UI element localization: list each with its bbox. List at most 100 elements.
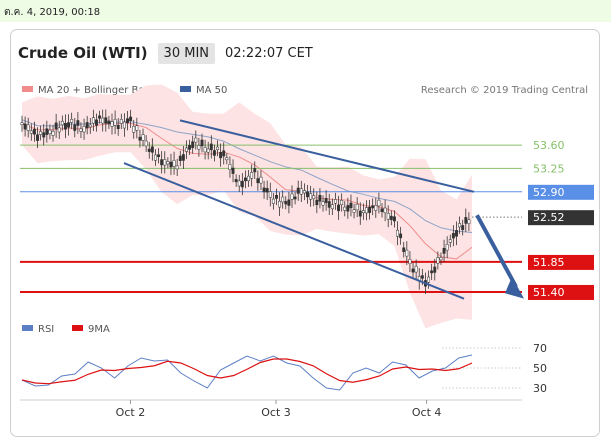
- rsi-legend-label: RSI: [38, 324, 54, 335]
- candle-body: [163, 159, 167, 166]
- candle-body: [337, 204, 341, 212]
- candle-body: [126, 118, 129, 123]
- candle-body: [188, 144, 192, 150]
- candle-body: [275, 194, 278, 199]
- candle-body: [194, 137, 198, 143]
- candle-body: [458, 223, 462, 228]
- candle-body: [377, 199, 381, 207]
- candle-body: [73, 124, 77, 131]
- candle-body: [36, 134, 39, 141]
- candle-body: [386, 213, 390, 220]
- candle-body: [219, 152, 223, 159]
- candle-body: [42, 132, 46, 138]
- candle-body: [259, 176, 263, 184]
- candle-body: [343, 206, 347, 211]
- candle-body: [160, 159, 164, 166]
- candle-body: [129, 116, 133, 121]
- candle-body: [408, 259, 412, 265]
- candle-body: [138, 136, 142, 141]
- date-text: ต.ค. 4, 2019, 00:18: [4, 7, 101, 18]
- research-credit: Research © 2019 Trading Central: [421, 85, 588, 96]
- forecast-arrow-head: [505, 276, 524, 299]
- candle-body: [175, 165, 179, 170]
- candle-body: [430, 270, 434, 274]
- candle-body: [439, 257, 443, 261]
- candle-body: [380, 208, 384, 213]
- x-tick-label: Oct 4: [412, 406, 442, 419]
- candle-body: [368, 206, 372, 213]
- candle-body: [306, 191, 309, 198]
- candle-body: [141, 134, 145, 141]
- candle-body: [222, 150, 226, 157]
- candle-body: [371, 205, 375, 209]
- candle-body: [324, 198, 328, 203]
- candle-body: [169, 161, 173, 168]
- timeframe-button[interactable]: 30 MIN: [157, 42, 215, 64]
- candle-body: [32, 128, 36, 135]
- forecast-arrow-shaft: [475, 214, 518, 288]
- rsi-legend-swatch: [72, 325, 83, 331]
- candle-body: [464, 217, 468, 224]
- date-bar: ต.ค. 4, 2019, 00:18: [0, 0, 611, 22]
- rsi-tick-label: 50: [533, 362, 547, 375]
- candle-body: [374, 205, 378, 211]
- legend-swatch: [180, 86, 191, 92]
- candle-body: [122, 121, 126, 129]
- candle-body: [396, 229, 399, 237]
- candle-body: [358, 210, 362, 217]
- candle-body: [365, 207, 368, 214]
- candle-body: [231, 167, 235, 174]
- x-tick-label: Oct 2: [116, 406, 146, 419]
- channel-lower: [123, 162, 465, 300]
- x-tick-label: Oct 3: [261, 406, 291, 419]
- candle-body: [389, 215, 393, 220]
- candle-body: [253, 168, 257, 173]
- candle-body: [402, 247, 406, 252]
- legend-swatch: [22, 86, 33, 92]
- level-label-52.90: 52.90: [533, 186, 565, 199]
- candle-body: [51, 131, 55, 136]
- candle-body: [119, 119, 123, 124]
- candle-body: [95, 119, 98, 126]
- candle-body: [445, 244, 449, 251]
- candle-body: [197, 145, 201, 150]
- candle-body: [427, 276, 431, 283]
- candle-body: [79, 128, 83, 132]
- chart-header: Crude Oil (WTI) 30 MIN 02:22:07 CET: [18, 40, 313, 66]
- candle-body: [240, 180, 244, 188]
- candle-body: [172, 160, 176, 167]
- candle-body: [29, 130, 33, 134]
- candle-body: [20, 122, 24, 125]
- candle-body: [150, 146, 154, 153]
- candle-body: [340, 200, 344, 206]
- candle-body: [67, 122, 71, 128]
- level-label-53.25: 53.25: [533, 162, 565, 175]
- rsi-tick-label: 30: [533, 382, 547, 395]
- candle-body: [85, 122, 89, 129]
- rsi-legend-label: 9MA: [88, 324, 110, 335]
- rsi-9ma-line: [21, 358, 473, 385]
- candle-body: [191, 141, 195, 148]
- rsi-tick-label: 70: [533, 342, 547, 355]
- rsi-line: [21, 354, 473, 391]
- candle-body: [70, 119, 74, 123]
- candle-body: [132, 126, 136, 133]
- candle-body: [250, 172, 254, 179]
- legend-label: MA 20 + Bollinger Bands: [38, 85, 162, 96]
- candle-body: [436, 257, 440, 264]
- candle-body: [107, 120, 111, 125]
- candle-body: [48, 129, 52, 134]
- candle-body: [39, 131, 43, 135]
- candle-body: [442, 248, 446, 254]
- candle-body: [318, 195, 322, 202]
- candle-body: [278, 200, 282, 208]
- candle-body: [88, 124, 92, 128]
- candle-body: [293, 196, 297, 200]
- candle-body: [330, 204, 334, 210]
- candle-body: [178, 155, 182, 161]
- candle-body: [116, 124, 120, 129]
- candle-body: [144, 140, 148, 147]
- candle-body: [383, 207, 387, 214]
- candle-body: [309, 193, 313, 200]
